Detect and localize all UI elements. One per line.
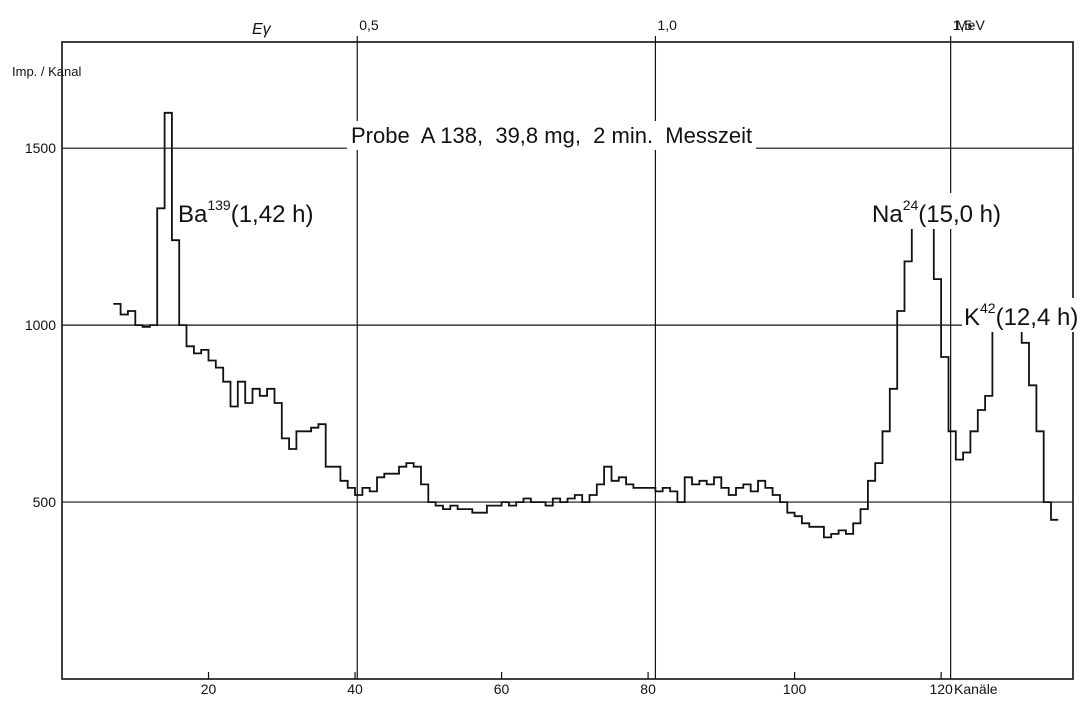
annotation-na24-mass: 24 — [903, 197, 919, 213]
x-tick-label-20: 20 — [201, 681, 217, 697]
svg-text:K42(12,4 h): K42(12,4 h) — [964, 300, 1078, 331]
y-tick-label-500: 500 — [33, 494, 57, 510]
series-spectrum-line — [113, 111, 1059, 539]
y-tick-label-1000: 1000 — [25, 317, 56, 333]
x-tick-label-100: 100 — [783, 681, 807, 697]
x-tick-label-80: 80 — [640, 681, 656, 697]
x-axis-label: Kanäle — [954, 681, 998, 697]
plot-frame — [61, 41, 1074, 680]
annotation-ba139-bg — [174, 193, 332, 229]
annotation-ba139: Ba139(1,42 h) — [174, 193, 332, 229]
annotation-na24-bg — [870, 193, 1016, 229]
top-axis-label: Eγ — [252, 21, 272, 38]
top-tick-label-0: 0,5 — [359, 17, 379, 33]
annotation-k42-halflife: (12,4 h) — [996, 304, 1079, 331]
top-tick-label-1: 1,0 — [657, 17, 677, 33]
title-background — [347, 121, 757, 150]
axis-ticks: 500 1000 1500 0,5 1,0 1,5 20 40 60 80 100 120 — [25, 17, 972, 697]
top-tick-label-2: 1,5 — [953, 17, 973, 33]
svg-text:Ba139(1,42 h): Ba139(1,42 h) — [178, 197, 313, 228]
chart-title: Probe A 138, 39,8 mg, 2 min. Messzeit — [351, 123, 752, 148]
annotation-ba139-halflife: (1,42 h) — [231, 201, 314, 228]
y-tick-label-1500: 1500 — [25, 140, 56, 156]
annotation-na24: Na24(15,0 h) — [870, 193, 1016, 229]
x-tick-label-40: 40 — [347, 681, 363, 697]
annotation-ba139-mass: 139 — [207, 197, 231, 213]
annotation-k42-element: K — [964, 304, 980, 331]
annotation-na24-element: Na — [872, 201, 903, 228]
x-tick-label-120: 120 — [929, 681, 953, 697]
annotation-na24-halflife: (15,0 h) — [918, 201, 1001, 228]
top-axis-unit: MeV — [956, 17, 985, 33]
annotation-k42-bg — [962, 298, 1074, 332]
svg-text:Na24(15,0 h): Na24(15,0 h) — [872, 197, 1001, 228]
x-tick-label-60: 60 — [494, 681, 510, 697]
y-axis-label: Imp. / Kanal — [12, 64, 81, 79]
annotation-k42: K42(12,4 h) — [962, 298, 1078, 332]
annotation-ba139-element: Ba — [178, 201, 208, 228]
annotation-k42-mass: 42 — [980, 300, 996, 316]
